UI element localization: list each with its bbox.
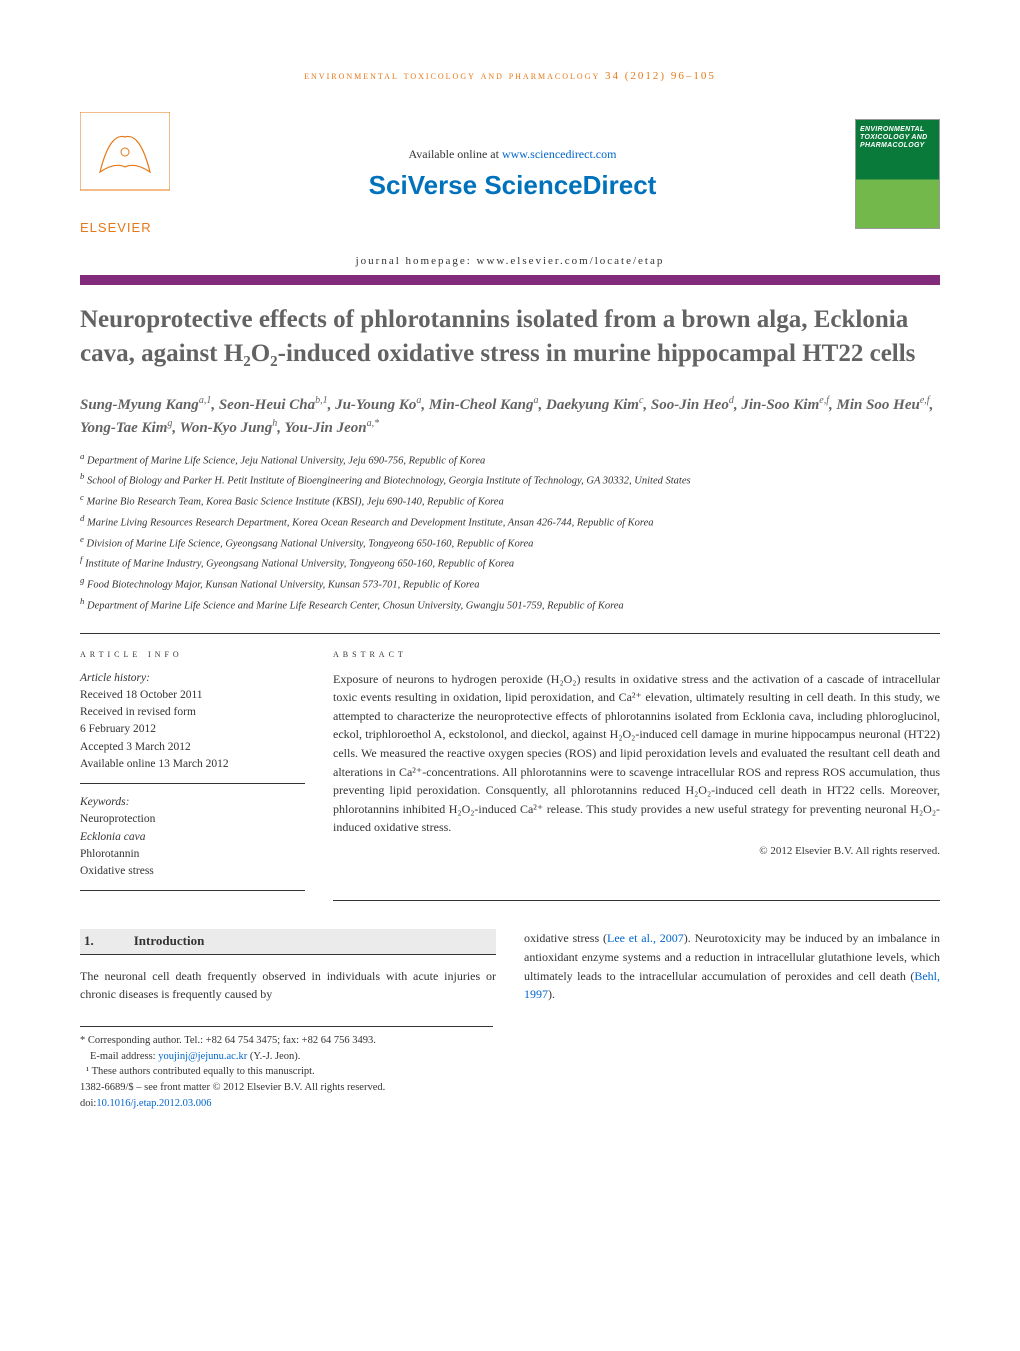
- section-number: 1.: [84, 931, 94, 951]
- body-column-right: oxidative stress (Lee et al., 2007). Neu…: [524, 929, 940, 1003]
- keywords-block: Keywords: NeuroprotectionEcklonia cavaPh…: [80, 794, 305, 891]
- available-prefix: Available online at: [409, 147, 502, 161]
- affiliations-list: a Department of Marine Life Science, Jej…: [80, 450, 940, 615]
- history-label: Article history:: [80, 670, 305, 687]
- intro-paragraph-1: The neuronal cell death frequently obser…: [80, 967, 496, 1004]
- section-heading-intro: 1. Introduction: [80, 929, 496, 954]
- brand-suffix: ScienceDirect: [484, 170, 656, 200]
- body-column-left: 1. Introduction The neuronal cell death …: [80, 929, 496, 1003]
- author-list: Sung-Myung Kanga,1, Seon-Heui Chab,1, Ju…: [80, 393, 940, 440]
- article-info-heading: article info: [80, 648, 305, 660]
- affiliation-item: f Institute of Marine Industry, Gyeongsa…: [80, 553, 940, 573]
- footnotes-block: * Corresponding author. Tel.: +82 64 754…: [80, 1026, 493, 1112]
- available-online-text: Available online at www.sciencedirect.co…: [170, 147, 855, 162]
- abstract-copyright: © 2012 Elsevier B.V. All rights reserved…: [333, 845, 940, 857]
- author-email-link[interactable]: youjinj@jejunu.ac.kr: [158, 1051, 247, 1062]
- intro-paragraph-2: oxidative stress (Lee et al., 2007). Neu…: [524, 929, 940, 1003]
- abstract-column: abstract Exposure of neurons to hydrogen…: [333, 648, 940, 902]
- history-item: Accepted 3 March 2012: [80, 739, 305, 756]
- history-item: Available online 13 March 2012: [80, 756, 305, 773]
- doi-label: doi:: [80, 1098, 96, 1109]
- affiliation-item: e Division of Marine Life Science, Gyeon…: [80, 533, 940, 553]
- article-info-column: article info Article history: Received 1…: [80, 648, 305, 902]
- doi-link[interactable]: 10.1016/j.etap.2012.03.006: [96, 1098, 211, 1109]
- abstract-text: Exposure of neurons to hydrogen peroxide…: [333, 670, 940, 837]
- abstract-heading: abstract: [333, 648, 940, 660]
- title-rule-bar: [80, 275, 940, 285]
- keywords-label: Keywords:: [80, 794, 305, 811]
- affiliation-item: b School of Biology and Parker H. Petit …: [80, 470, 940, 490]
- email-label: E-mail address:: [90, 1051, 158, 1062]
- affiliation-item: a Department of Marine Life Science, Jej…: [80, 450, 940, 470]
- article-history-block: Article history: Received 18 October 201…: [80, 670, 305, 785]
- running-head: environmental toxicology and pharmacolog…: [80, 70, 940, 82]
- keyword-item: Oxidative stress: [80, 863, 305, 880]
- affiliation-item: h Department of Marine Life Science and …: [80, 595, 940, 615]
- citation-link[interactable]: Lee et al., 2007: [607, 931, 684, 945]
- affiliation-item: g Food Biotechnology Major, Kunsan Natio…: [80, 574, 940, 594]
- elsevier-logo: ELSEVIER: [80, 112, 170, 235]
- journal-homepage: journal homepage: www.elsevier.com/locat…: [80, 255, 940, 267]
- corresponding-author-note: * Corresponding author. Tel.: +82 64 754…: [80, 1033, 493, 1049]
- keyword-item: Neuroprotection: [80, 811, 305, 828]
- journal-header: ELSEVIER Available online at www.science…: [80, 112, 940, 235]
- issn-line: 1382-6689/$ – see front matter © 2012 El…: [80, 1080, 493, 1096]
- brand-prefix: SciVerse: [369, 170, 485, 200]
- equal-contribution-note: ¹ These authors contributed equally to t…: [80, 1064, 493, 1080]
- keyword-item: Phlorotannin: [80, 846, 305, 863]
- email-line: E-mail address: youjinj@jejunu.ac.kr (Y.…: [80, 1049, 493, 1065]
- body-text-columns: 1. Introduction The neuronal cell death …: [80, 929, 940, 1003]
- intro-text-fragment: oxidative stress (: [524, 931, 607, 945]
- history-item: Received 18 October 2011: [80, 687, 305, 704]
- history-item: Received in revised form: [80, 704, 305, 721]
- history-item: 6 February 2012: [80, 721, 305, 738]
- affiliation-item: d Marine Living Resources Research Depar…: [80, 512, 940, 532]
- email-suffix: (Y.-J. Jeon).: [247, 1051, 300, 1062]
- affiliation-item: c Marine Bio Research Team, Korea Basic …: [80, 491, 940, 511]
- article-title: Neuroprotective effects of phlorotannins…: [80, 303, 940, 371]
- sciencedirect-link[interactable]: www.sciencedirect.com: [502, 147, 617, 161]
- cover-title: ENVIRONMENTAL TOXICOLOGY AND PHARMACOLOG…: [856, 120, 939, 157]
- sciverse-brand: SciVerse ScienceDirect: [170, 170, 855, 201]
- keyword-item: Ecklonia cava: [80, 829, 305, 846]
- journal-cover-thumbnail: ENVIRONMENTAL TOXICOLOGY AND PHARMACOLOG…: [855, 119, 940, 229]
- publisher-name: ELSEVIER: [80, 220, 170, 235]
- section-title: Introduction: [134, 931, 205, 951]
- intro-text-fragment: ).: [548, 987, 555, 1001]
- doi-line: doi:10.1016/j.etap.2012.03.006: [80, 1096, 493, 1112]
